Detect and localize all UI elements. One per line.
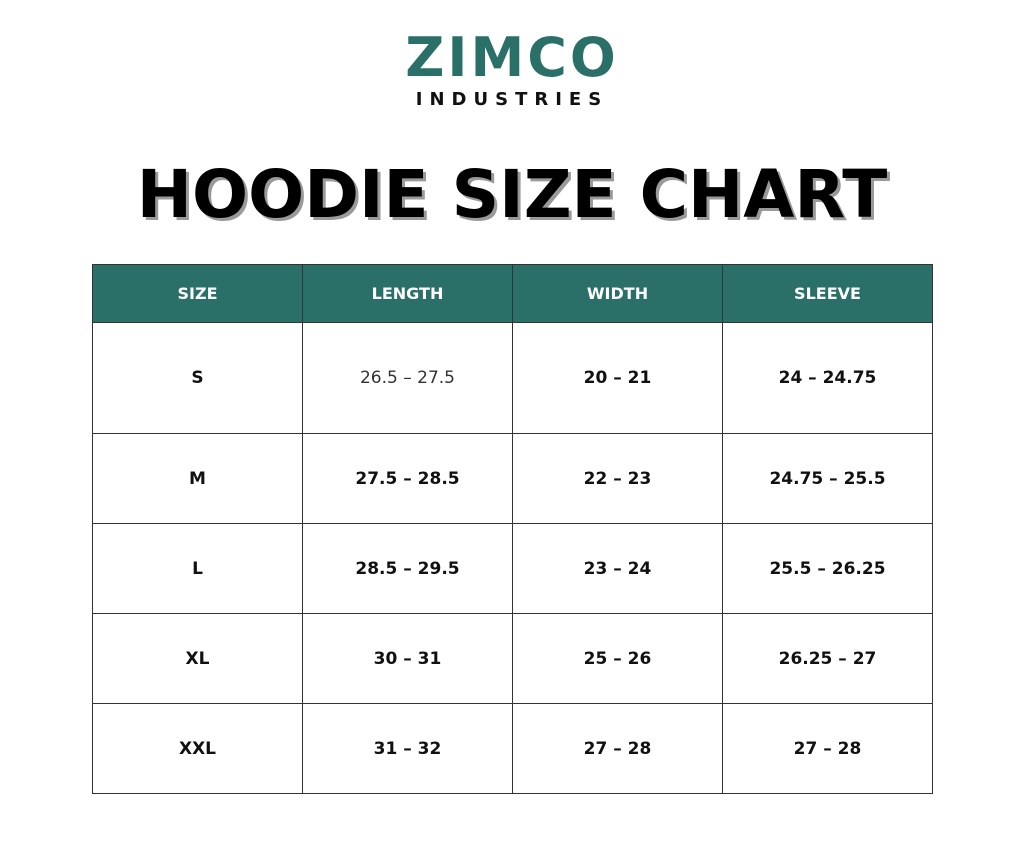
table-header-row: SIZE LENGTH WIDTH SLEEVE	[92, 264, 933, 323]
logo-wordmark: ZIMCO	[405, 26, 619, 89]
header-sleeve: SLEEVE	[722, 264, 933, 323]
table-row: L 28.5 – 29.5 23 – 24 25.5 – 26.25	[92, 523, 933, 614]
cell-sleeve: 26.25 – 27	[722, 613, 933, 704]
cell-width: 25 – 26	[512, 613, 723, 704]
table-row: XL 30 – 31 25 – 26 26.25 – 27	[92, 613, 933, 704]
header-size: SIZE	[92, 264, 303, 323]
cell-length: 28.5 – 29.5	[302, 523, 513, 614]
cell-size: XL	[92, 613, 303, 704]
cell-length: 30 – 31	[302, 613, 513, 704]
cell-size: L	[92, 523, 303, 614]
cell-size: XXL	[92, 703, 303, 794]
cell-length: 31 – 32	[302, 703, 513, 794]
page-title: HOODIE SIZE CHART	[136, 156, 888, 233]
cell-sleeve: 27 – 28	[722, 703, 933, 794]
cell-width: 23 – 24	[512, 523, 723, 614]
cell-sleeve: 24 – 24.75	[722, 322, 933, 434]
cell-sleeve: 25.5 – 26.25	[722, 523, 933, 614]
cell-length: 26.5 – 27.5	[302, 322, 513, 434]
cell-width: 22 – 23	[512, 433, 723, 524]
table-row: M 27.5 – 28.5 22 – 23 24.75 – 25.5	[92, 433, 933, 524]
header-length: LENGTH	[302, 264, 513, 323]
header-width: WIDTH	[512, 264, 723, 323]
cell-width: 27 – 28	[512, 703, 723, 794]
cell-size: S	[92, 322, 303, 434]
logo-tagline: INDUSTRIES	[415, 89, 609, 110]
table-row: XXL 31 – 32 27 – 28 27 – 28	[92, 703, 933, 794]
cell-width: 20 – 21	[512, 322, 723, 434]
table-row: S 26.5 – 27.5 20 – 21 24 – 24.75	[92, 322, 933, 434]
cell-sleeve: 24.75 – 25.5	[722, 433, 933, 524]
cell-size: M	[92, 433, 303, 524]
cell-length: 27.5 – 28.5	[302, 433, 513, 524]
size-table: SIZE LENGTH WIDTH SLEEVE S 26.5 – 27.5 20 …	[92, 264, 933, 794]
